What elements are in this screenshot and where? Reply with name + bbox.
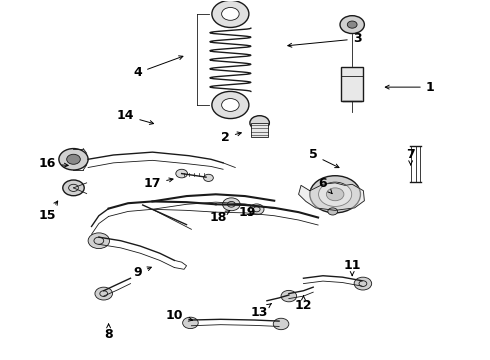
Circle shape: [63, 180, 84, 196]
Circle shape: [95, 287, 113, 300]
Text: 16: 16: [39, 157, 68, 170]
Text: 6: 6: [318, 177, 332, 194]
Circle shape: [183, 317, 198, 329]
Text: 17: 17: [144, 177, 173, 190]
Text: 18: 18: [210, 211, 230, 224]
Text: 13: 13: [251, 303, 271, 319]
Text: 9: 9: [133, 266, 151, 279]
Text: 4: 4: [133, 56, 183, 79]
Text: 7: 7: [406, 148, 415, 165]
Circle shape: [176, 169, 188, 178]
Text: 11: 11: [343, 259, 361, 275]
Circle shape: [326, 188, 344, 201]
Circle shape: [67, 154, 80, 164]
Text: 2: 2: [221, 131, 241, 144]
Circle shape: [347, 21, 357, 28]
Circle shape: [328, 208, 338, 215]
Text: 8: 8: [104, 324, 113, 341]
Text: 12: 12: [294, 296, 312, 312]
Circle shape: [221, 8, 239, 20]
Circle shape: [281, 291, 296, 302]
Circle shape: [310, 176, 361, 213]
Text: 15: 15: [39, 201, 58, 222]
Text: 19: 19: [239, 206, 256, 219]
Text: 14: 14: [117, 109, 153, 125]
Polygon shape: [298, 183, 365, 210]
Text: 3: 3: [288, 32, 361, 47]
Bar: [251, 123, 269, 137]
Circle shape: [212, 91, 249, 118]
Circle shape: [222, 198, 240, 211]
Text: 5: 5: [309, 148, 339, 168]
Text: 1: 1: [385, 81, 435, 94]
Circle shape: [340, 16, 365, 33]
Bar: [342, 67, 363, 102]
Circle shape: [273, 318, 289, 330]
Circle shape: [88, 233, 110, 249]
Text: 10: 10: [166, 309, 193, 322]
Circle shape: [59, 149, 88, 170]
Circle shape: [212, 0, 249, 27]
Circle shape: [249, 204, 264, 215]
Circle shape: [318, 182, 352, 206]
Circle shape: [203, 174, 213, 181]
Circle shape: [354, 277, 372, 290]
Circle shape: [250, 116, 270, 130]
Circle shape: [221, 99, 239, 111]
